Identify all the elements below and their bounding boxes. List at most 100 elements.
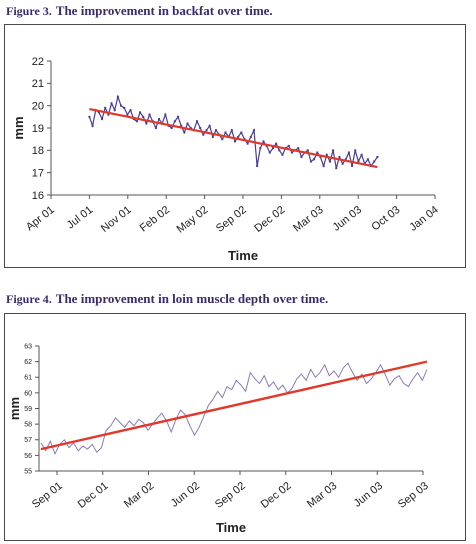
figure4-title: The improvement in loin muscle depth ove… [55, 291, 329, 306]
data-point-marker [252, 129, 255, 132]
x-tick-label: Mar 03 [291, 204, 325, 235]
data-point-marker [246, 142, 249, 145]
y-tick-label: 16 [32, 190, 44, 202]
data-point-marker [335, 167, 338, 170]
figure3-label: Figure 3. [6, 4, 52, 18]
data-point-marker [297, 147, 300, 150]
data-point-marker [230, 129, 233, 132]
data-point-marker [366, 158, 369, 161]
y-tick-label: 55 [24, 468, 32, 475]
data-point-marker [256, 164, 259, 167]
data-point-marker [240, 131, 243, 134]
figure3-chart-panel: 16 17 18 19 20 21 22 Apr 01 Jul 01 Nov 01 Feb 02 Ma… [4, 24, 466, 268]
data-point-marker [332, 149, 335, 152]
data-point-marker [249, 135, 252, 138]
data-point-marker [224, 131, 227, 134]
data-point-marker [158, 118, 161, 121]
data-point-marker [107, 113, 110, 116]
y-axis-title: mm [11, 116, 26, 139]
data-point-marker [376, 156, 379, 159]
y-tick-label: 58 [24, 422, 32, 429]
data-point-marker [173, 120, 176, 123]
x-tick-label: Jan 04 [407, 204, 440, 234]
data-point-marker [300, 156, 303, 159]
data-point-marker [275, 142, 278, 145]
figure4-caption: Figure 4. The improvement in loin muscle… [6, 290, 328, 308]
data-point-marker [268, 151, 271, 154]
y-tick-label: 22 [32, 56, 44, 68]
data-point-marker [313, 158, 316, 161]
x-tick-label: Jun 02 [169, 480, 202, 510]
data-point-marker [154, 127, 157, 129]
x-tick-label: Sep 03 [396, 480, 431, 511]
data-point-marker [214, 129, 217, 132]
x-tick-label: Sep 02 [214, 204, 249, 235]
data-point-marker [205, 129, 208, 132]
data-point-marker [129, 109, 132, 112]
y-axis-title: mm [7, 397, 22, 420]
x-tick-label: Apr 01 [24, 204, 57, 233]
data-point-marker [344, 158, 347, 161]
x-tick-label: Jun 03 [331, 204, 364, 234]
x-tick-label: Dec 01 [76, 480, 111, 511]
data-point-marker [142, 115, 145, 118]
x-tick-label: Mar 03 [305, 480, 339, 511]
data-point-marker [110, 102, 113, 105]
data-point-marker [309, 160, 312, 163]
data-point-marker [120, 104, 123, 107]
data-point-marker [97, 111, 100, 114]
data-point-marker [357, 160, 360, 163]
data-point-marker [351, 164, 354, 167]
data-point-marker [202, 133, 205, 136]
data-point-marker [233, 140, 236, 143]
data-point-marker [354, 149, 357, 152]
x-tick-label: Feb 02 [138, 204, 172, 235]
data-point-marker [139, 111, 142, 114]
data-point-marker [170, 127, 173, 129]
y-tick-label: 21 [32, 78, 44, 90]
data-point-marker [196, 120, 199, 123]
data-point-marker [177, 115, 180, 118]
y-tick-label: 61 [24, 375, 32, 382]
y-tick-label: 60 [24, 390, 32, 397]
data-point-marker [287, 144, 290, 147]
loin-depth-chart: 55 56 57 58 59 60 61 62 63 Sep 01 Dec 01 Mar 02 Jun … [7, 343, 431, 535]
data-point-marker [123, 106, 126, 109]
x-tick-label: Dec 02 [252, 204, 287, 235]
x-tick-label: Sep 02 [213, 480, 248, 511]
data-point-marker [341, 162, 344, 165]
data-point-marker [262, 140, 265, 143]
data-point-marker [319, 156, 322, 159]
data-point-marker [278, 149, 281, 152]
data-point-marker [135, 120, 138, 123]
data-point-marker [180, 124, 183, 127]
data-point-marker [88, 115, 91, 118]
y-tick-label: 56 [24, 453, 32, 460]
data-point-marker [183, 131, 186, 134]
data-point-marker [322, 164, 325, 167]
data-point-marker [221, 138, 224, 141]
data-point-marker [199, 127, 202, 129]
y-tick-label: 62 [24, 359, 32, 366]
data-point-marker [281, 153, 284, 156]
x-tick-label: Oct 03 [370, 204, 403, 233]
x-tick-label: Dec 02 [259, 480, 294, 511]
data-point-marker [91, 124, 94, 127]
data-point-marker [306, 149, 309, 152]
figure3-title: The improvement in backfat over time. [55, 3, 273, 18]
y-tick-label: 20 [32, 101, 44, 113]
data-point-marker [360, 153, 363, 156]
data-series-line [40, 362, 428, 456]
data-point-marker [237, 135, 240, 138]
data-point-marker [113, 109, 116, 112]
data-point-marker [290, 151, 293, 154]
x-tick-label: Sep 01 [30, 480, 65, 511]
data-point-marker [101, 118, 104, 121]
data-point-marker [373, 160, 376, 163]
trend-line [40, 360, 428, 451]
data-point-marker [145, 122, 148, 125]
data-point-marker [164, 113, 167, 116]
data-point-marker [186, 122, 189, 125]
x-tick-label: Mar 02 [122, 480, 156, 511]
